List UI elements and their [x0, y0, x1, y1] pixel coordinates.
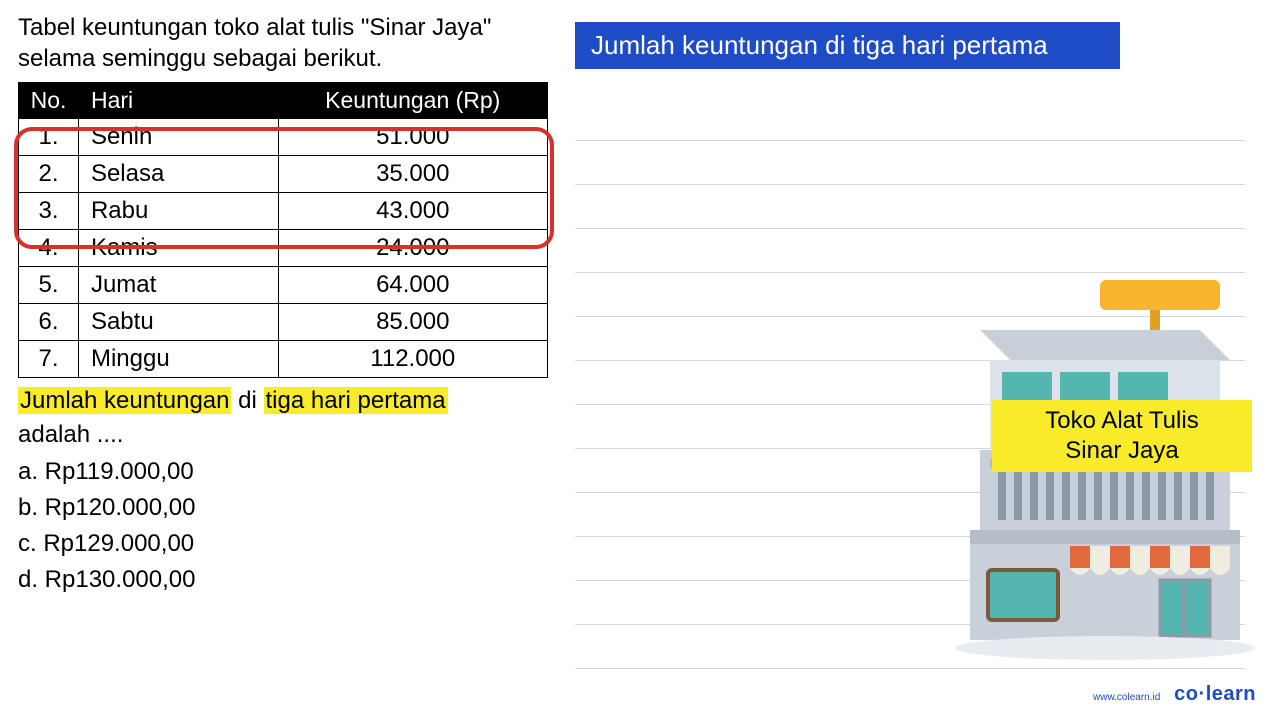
cell-hari: Rabu: [78, 193, 278, 230]
cell-no: 3.: [19, 193, 79, 230]
profit-table: No. Hari Keuntungan (Rp) 1.Senin51.0002.…: [18, 82, 548, 378]
cell-hari: Senin: [78, 119, 278, 156]
option-c: c. Rp129.000,00: [18, 526, 558, 562]
ruled-line: [575, 97, 1245, 141]
shop-sign: Toko Alat Tulis Sinar Jaya: [992, 400, 1252, 472]
banner-title: Jumlah keuntungan di tiga hari pertama: [575, 22, 1120, 69]
brand-url: www.colearn.id: [1093, 692, 1160, 703]
cell-val: 43.000: [278, 193, 547, 230]
header-profit: Keuntungan (Rp): [278, 83, 547, 119]
highlight-1: Jumlah keuntungan: [18, 387, 231, 414]
option-a: a. Rp119.000,00: [18, 454, 558, 490]
table-row: 6.Sabtu85.000: [19, 304, 548, 341]
header-hari: Hari: [78, 83, 278, 119]
cell-val: 35.000: [278, 156, 547, 193]
table-row: 3.Rabu43.000: [19, 193, 548, 230]
cell-val: 64.000: [278, 267, 547, 304]
cell-val: 51.000: [278, 119, 547, 156]
cell-hari: Sabtu: [78, 304, 278, 341]
cell-hari: Kamis: [78, 230, 278, 267]
cell-no: 6.: [19, 304, 79, 341]
cell-val: 24.000: [278, 230, 547, 267]
option-d: d. Rp130.000,00: [18, 562, 558, 598]
cell-hari: Selasa: [78, 156, 278, 193]
intro-text: Tabel keuntungan toko alat tulis "Sinar …: [18, 12, 558, 74]
option-b: b. Rp120.000,00: [18, 490, 558, 526]
question-panel: Tabel keuntungan toko alat tulis "Sinar …: [18, 12, 558, 598]
ruled-line: [575, 185, 1245, 229]
ruled-line: [575, 141, 1245, 185]
table-row: 1.Senin51.000: [19, 119, 548, 156]
cell-hari: Jumat: [78, 267, 278, 304]
question-tail: adalah ....: [18, 421, 123, 448]
table-row: 4.Kamis24.000: [19, 230, 548, 267]
table-row: 7.Minggu112.000: [19, 341, 548, 378]
shop-sign-line1: Toko Alat Tulis: [1045, 407, 1198, 434]
cell-val: 112.000: [278, 341, 547, 378]
highlight-2: tiga hari pertama: [264, 387, 448, 414]
question-text: Jumlah keuntungan di tiga hari pertama a…: [18, 384, 558, 597]
footer-branding: www.colearn.id co·learn: [1093, 683, 1256, 706]
cell-no: 5.: [19, 267, 79, 304]
answer-options: a. Rp119.000,00 b. Rp120.000,00 c. Rp129…: [18, 454, 558, 598]
header-no: No.: [19, 83, 79, 119]
cell-no: 1.: [19, 119, 79, 156]
table-row: 2.Selasa35.000: [19, 156, 548, 193]
cell-hari: Minggu: [78, 341, 278, 378]
cell-val: 85.000: [278, 304, 547, 341]
cell-no: 2.: [19, 156, 79, 193]
table-row: 5.Jumat64.000: [19, 267, 548, 304]
shop-sign-line2: Sinar Jaya: [1065, 437, 1178, 464]
ruled-line: [575, 229, 1245, 273]
cell-no: 7.: [19, 341, 79, 378]
cell-no: 4.: [19, 230, 79, 267]
